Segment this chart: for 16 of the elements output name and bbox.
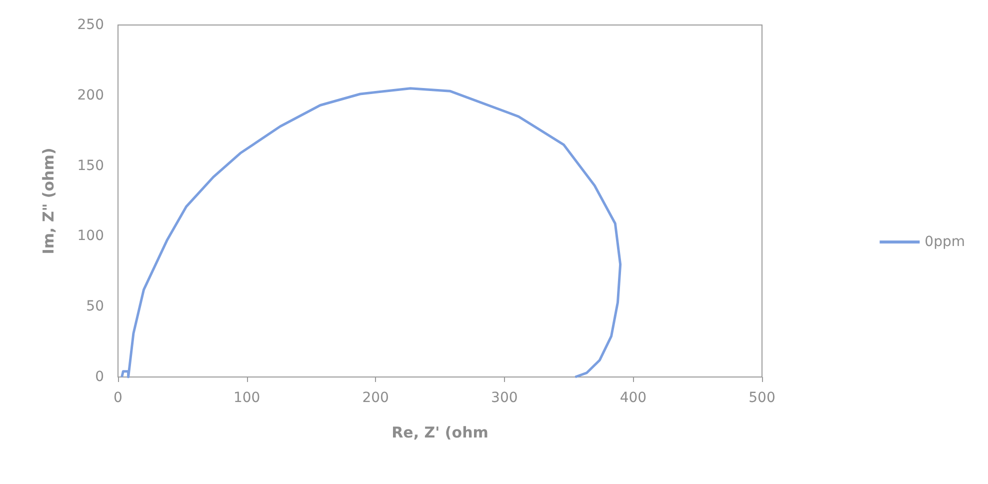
x-tick-label: 300 (491, 390, 518, 406)
x-tick-label: 100 (233, 390, 260, 406)
y-tick-label: 150 (77, 158, 104, 174)
x-tick-label: 200 (362, 390, 389, 406)
x-axis-title: Re, Z' (ohm (392, 424, 488, 442)
legend-label: 0ppm (924, 234, 966, 250)
x-tick-label: 500 (748, 390, 776, 406)
y-tick-label: 100 (77, 228, 104, 244)
y-tick-label: 200 (77, 87, 104, 104)
x-tick-label: 400 (620, 390, 647, 406)
x-tick-label: 0 (114, 390, 122, 406)
y-tick-label: 50 (86, 298, 104, 315)
y-tick-label: 0 (95, 369, 104, 385)
y-tick-label: 250 (77, 17, 104, 33)
y-axis-title: Im, Z" (ohm) (40, 148, 58, 254)
line-series (120, 87, 622, 378)
